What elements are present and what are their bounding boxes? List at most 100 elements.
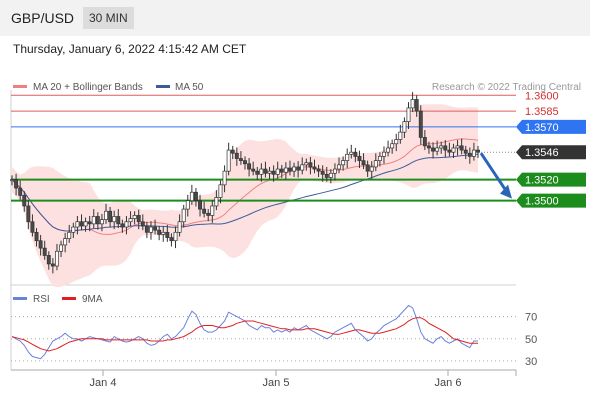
resistance-label: 1.3600	[525, 90, 559, 102]
candle	[410, 99, 415, 109]
candle	[312, 166, 317, 170]
candle	[471, 149, 476, 157]
candle	[18, 187, 23, 196]
candle	[406, 107, 411, 122]
candle	[386, 147, 391, 153]
level-label-pivot: 1.3570	[525, 122, 559, 134]
level-label-current: 1.3546	[525, 147, 559, 159]
candle	[467, 152, 472, 157]
rsi-line	[11, 304, 478, 360]
legend-label-rsi: RSI	[33, 294, 50, 305]
rsi-ma-line	[11, 317, 478, 352]
candle	[128, 218, 133, 223]
candle	[341, 160, 346, 166]
candle	[189, 191, 194, 202]
candle	[206, 212, 211, 216]
candle	[361, 160, 366, 166]
candle	[476, 149, 480, 153]
candle	[279, 168, 284, 173]
legend-label-ma20: MA 20 + Bollinger Bands	[33, 82, 143, 93]
candle	[149, 226, 153, 233]
candle	[365, 164, 370, 172]
candle	[153, 226, 158, 231]
candle	[112, 216, 117, 223]
candle	[214, 197, 219, 207]
candle	[316, 168, 321, 172]
level-tag-support	[516, 193, 586, 208]
legend-label-rsi-ma: 9MA	[82, 294, 103, 305]
candle	[422, 137, 427, 147]
candle	[144, 225, 149, 233]
candle	[435, 147, 440, 152]
candle	[255, 170, 260, 175]
candle	[173, 231, 178, 242]
candle	[377, 156, 382, 161]
chart-header: GBP/USD 30 MIN	[0, 0, 590, 36]
candle	[349, 151, 354, 155]
candle	[292, 166, 297, 172]
candle	[247, 163, 252, 170]
candle	[30, 221, 35, 233]
candle	[288, 167, 292, 172]
candle	[104, 210, 108, 220]
legend-swatch-rsi	[13, 297, 27, 300]
candle	[332, 168, 337, 174]
candle	[222, 170, 227, 186]
candle	[418, 110, 423, 138]
candle	[42, 247, 47, 256]
candle	[124, 221, 129, 228]
candle	[132, 215, 137, 219]
currency-pair-title: GBP/USD	[11, 10, 75, 26]
candle	[38, 240, 43, 249]
forecast-arrow-head	[500, 184, 512, 199]
candle	[300, 164, 305, 171]
candle	[337, 164, 341, 170]
resistance-label: 1.3585	[525, 106, 559, 118]
candle	[439, 145, 444, 149]
candle	[87, 221, 92, 225]
candle	[218, 184, 223, 198]
x-tick-label: Jan 5	[263, 377, 290, 389]
candle	[463, 149, 468, 154]
candle	[320, 170, 325, 175]
candle	[345, 153, 350, 161]
candle	[50, 263, 55, 267]
candle	[357, 156, 362, 161]
candle	[283, 167, 288, 173]
candle	[263, 168, 268, 174]
candle	[59, 244, 64, 252]
candle	[353, 151, 358, 157]
candle	[140, 221, 145, 227]
candle	[426, 145, 431, 149]
candle	[398, 131, 403, 140]
chart-credit: Research © 2022 Trading Central	[432, 82, 581, 93]
candle	[91, 216, 96, 225]
candle	[55, 250, 59, 267]
candle	[226, 149, 231, 172]
candle	[443, 145, 448, 151]
candle	[181, 208, 186, 223]
candle	[394, 139, 399, 145]
level-tag-current	[516, 145, 586, 160]
candle	[79, 221, 84, 227]
timeframe-button[interactable]: 30 MIN	[83, 7, 134, 29]
legend-swatch-ma50	[156, 85, 170, 88]
legend-label-ma50: MA 50	[175, 82, 204, 93]
candle	[324, 173, 329, 178]
chart-timestamp: Thursday, January 6, 2022 4:15:42 AM CET	[13, 42, 247, 56]
candle	[165, 231, 170, 238]
candle	[296, 166, 301, 171]
candle	[243, 160, 247, 165]
candle	[193, 191, 198, 202]
candle	[234, 152, 239, 159]
candle	[308, 162, 313, 168]
candle	[275, 168, 280, 175]
candle	[390, 143, 395, 149]
rsi-tick-label: 30	[525, 356, 537, 368]
candle	[63, 238, 68, 246]
candle	[99, 219, 104, 225]
level-tag-support	[516, 172, 586, 187]
candle	[198, 200, 202, 210]
x-tick-label: Jan 6	[435, 377, 462, 389]
